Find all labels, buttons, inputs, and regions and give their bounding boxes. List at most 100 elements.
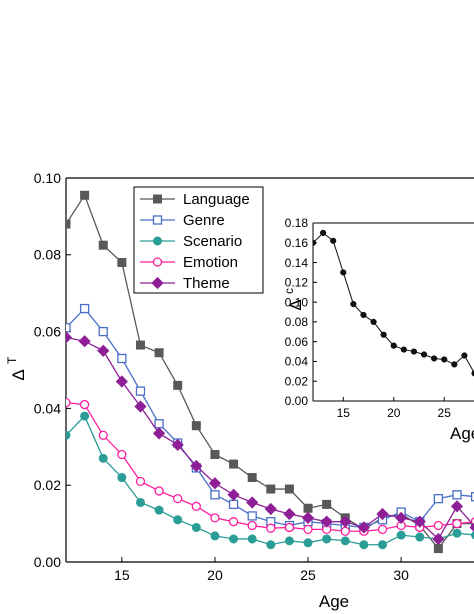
data-point-language: [191, 421, 201, 431]
data-point-theme: [283, 507, 296, 521]
data-point-emotion: [433, 520, 444, 531]
data-point-language: [210, 449, 220, 459]
data-point-scenario: [135, 497, 145, 507]
y-tick-label: 0.06: [285, 335, 309, 349]
data-point-language: [173, 380, 183, 390]
series-theme: [66, 331, 474, 546]
inset-x-ticks: 15 20 25: [337, 397, 452, 420]
x-tick-label: 15: [337, 406, 351, 420]
data-point-series-1: [471, 370, 474, 377]
data-point-scenario: [117, 473, 127, 483]
data-point-emotion: [154, 486, 164, 496]
x-tick-label: 20: [387, 406, 401, 420]
data-point-series-1: [410, 348, 418, 355]
data-point-language: [66, 219, 71, 229]
data-point-emotion: [266, 523, 276, 533]
data-point-scenario: [191, 522, 201, 532]
y-tick-label: 0.04: [285, 355, 309, 369]
data-point-language: [154, 348, 164, 358]
y-tick-label: 0.02: [285, 374, 309, 388]
legend-label-emotion: Emotion: [183, 254, 238, 271]
inset-background: [313, 223, 474, 401]
legend-marker-emotion: [152, 257, 163, 267]
y-tick-label: 0.10: [34, 170, 61, 186]
data-point-theme: [208, 477, 222, 490]
data-point-emotion: [79, 399, 90, 410]
main-x-axis-title: Age: [319, 592, 349, 611]
data-point-language: [229, 459, 239, 469]
data-point-theme: [152, 427, 166, 440]
x-tick-label: 30: [393, 567, 409, 583]
legend-marker-theme: [151, 276, 164, 290]
series-emotion: [66, 397, 474, 536]
legend-label-language: Language: [183, 191, 250, 208]
data-point-series-1: [350, 300, 357, 308]
y-tick-label: 0.10: [285, 295, 309, 309]
legend-label-scenario: Scenario: [183, 233, 242, 250]
data-point-scenario: [322, 534, 332, 544]
data-point-series-1: [390, 342, 397, 349]
data-point-theme: [301, 511, 315, 524]
data-point-theme: [78, 335, 91, 348]
data-point-emotion: [303, 524, 313, 535]
data-point-scenario: [66, 430, 71, 440]
legend-marker-scenario: [153, 236, 162, 246]
data-point-theme: [320, 515, 333, 528]
y-tick-label: 0.04: [34, 400, 61, 416]
data-point-genre: [210, 490, 220, 500]
data-point-language: [303, 503, 313, 513]
y-tick-label: 0.02: [34, 477, 61, 493]
x-tick-label: 15: [114, 567, 130, 583]
data-point-theme: [376, 507, 389, 521]
data-point-series-1: [451, 361, 458, 368]
main-series-group: [66, 190, 474, 554]
data-point-theme: [190, 459, 203, 473]
data-point-theme: [246, 496, 259, 509]
data-point-genre: [98, 326, 108, 337]
data-point-genre: [66, 323, 71, 333]
data-point-emotion: [284, 522, 295, 533]
y-tick-label: 0.18: [285, 216, 309, 230]
main-y-axis-title-symbol: Δ: [9, 369, 28, 380]
data-point-genre: [228, 499, 239, 510]
data-point-theme: [450, 500, 464, 513]
data-point-language: [284, 484, 294, 494]
data-point-series-1: [380, 331, 387, 338]
y-tick-label: 0.00: [34, 554, 61, 570]
data-point-scenario: [378, 540, 388, 550]
data-point-emotion: [210, 513, 220, 523]
x-tick-label: 25: [300, 567, 316, 583]
data-point-series-1: [461, 352, 468, 359]
legend-marker-genre: [152, 215, 163, 225]
data-point-emotion: [66, 397, 71, 408]
main-y-ticks: 0.00 0.02 0.04 0.06 0.08 0.10: [34, 170, 71, 570]
data-point-language: [247, 473, 257, 483]
data-point-theme: [432, 532, 445, 546]
data-point-emotion: [247, 520, 257, 531]
data-point-genre: [79, 303, 90, 314]
data-point-scenario: [80, 411, 90, 421]
inset-y-ticks: 0.00 0.02 0.04 0.06 0.08 0.10 0.12 0.14 0.16 0.18: [285, 216, 317, 408]
legend-marker-language: [153, 194, 162, 204]
data-point-scenario: [229, 534, 239, 544]
data-point-scenario: [284, 536, 294, 546]
data-point-scenario: [266, 540, 276, 550]
data-point-series-1: [319, 229, 327, 236]
data-point-scenario: [359, 540, 369, 550]
inset-plot: 0.00 0.02 0.04 0.06 0.08 0.10 0.12 0.14 0.16 0.18…: [282, 216, 474, 443]
legend-item-scenario: Scenario: [140, 233, 242, 250]
data-point-theme: [97, 344, 110, 357]
data-point-scenario: [340, 536, 350, 546]
data-point-series-1: [370, 318, 377, 325]
data-point-theme: [357, 521, 370, 534]
legend: Language Genre Scenario Emotion Theme: [133, 186, 264, 294]
data-point-theme: [134, 400, 147, 413]
data-point-language: [117, 257, 127, 267]
data-point-emotion: [117, 449, 127, 460]
data-point-theme: [413, 515, 426, 528]
x-tick-label: 25: [438, 406, 452, 420]
data-point-genre: [135, 386, 146, 396]
data-point-theme: [469, 522, 474, 532]
data-point-scenario: [396, 530, 406, 540]
data-point-emotion: [228, 517, 239, 527]
